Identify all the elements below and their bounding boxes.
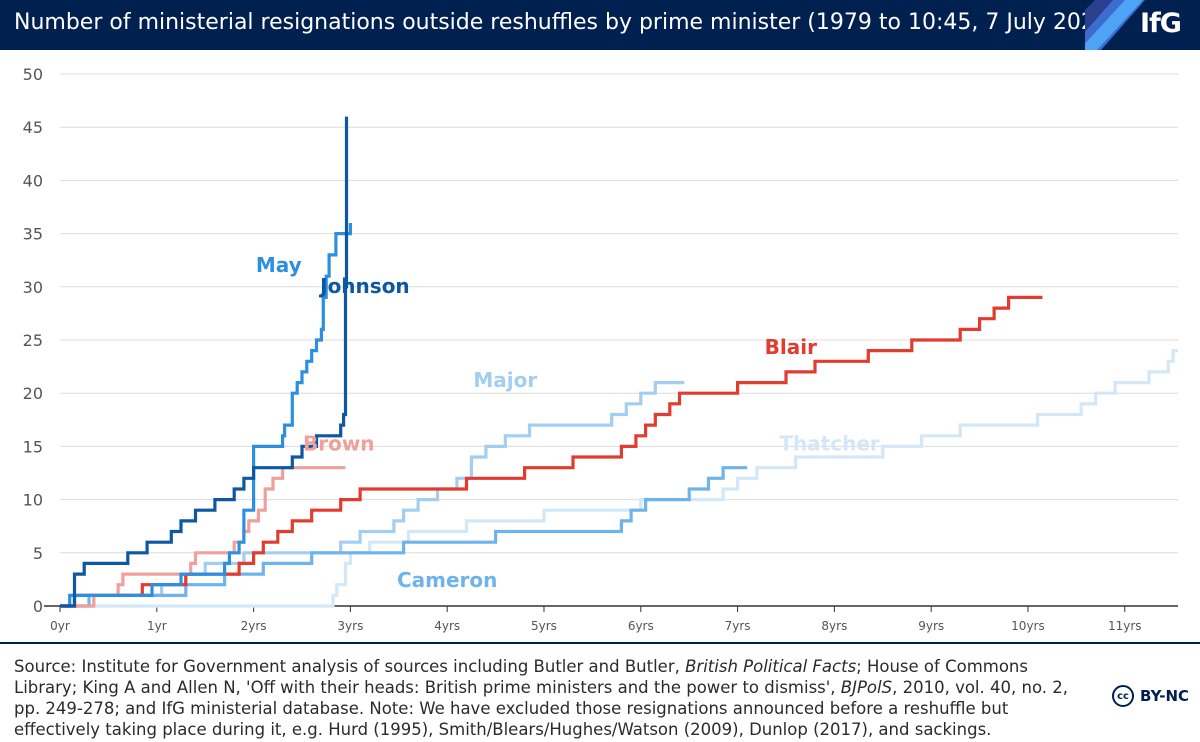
ifg-logo: IfG — [1140, 8, 1182, 39]
source-journal: BJPolS — [840, 678, 893, 697]
license-badge: cc BY-NC — [1112, 684, 1189, 708]
cc-icon: cc — [1112, 685, 1134, 707]
x-tick-label: 9yrs — [918, 619, 944, 633]
y-tick-label: 15 — [23, 437, 43, 456]
x-tick-label: 5yrs — [531, 619, 557, 633]
y-tick-label: 20 — [23, 384, 43, 403]
y-tick-label: 10 — [23, 491, 43, 510]
source-prefix: Source: Institute for Government analysi… — [14, 657, 686, 676]
y-tick-label: 35 — [23, 225, 43, 244]
x-tick-label: 11yrs — [1108, 619, 1142, 633]
series-line-may — [60, 223, 352, 608]
y-tick-label: 30 — [23, 278, 43, 297]
series-line-blair — [60, 295, 1043, 608]
y-tick-label: 5 — [33, 544, 43, 563]
series-line-johnson — [60, 116, 349, 608]
source-book-title: British Political Facts — [685, 657, 857, 676]
brand-stripe — [1085, 0, 1200, 50]
x-tick-label: 10yrs — [1011, 619, 1045, 633]
source-rest: , 2010, vol. 40, no. 2, pp. 249-278; and… — [14, 678, 1068, 739]
grid-lines — [60, 73, 1178, 554]
y-tick-label: 0 — [33, 597, 43, 616]
source-mid: ; House of Commons Library; King A and A… — [14, 657, 1028, 697]
x-tick-label: 2yrs — [241, 619, 267, 633]
series-label-blair: Blair — [765, 335, 817, 359]
series-label-brown: Brown — [303, 432, 375, 456]
series-label-cameron: Cameron — [397, 568, 497, 592]
source-note: Source: Institute for Government analysi… — [14, 656, 1094, 740]
footer: Source: Institute for Government analysi… — [0, 642, 1200, 742]
x-tick-label: 0yr — [50, 619, 70, 633]
y-tick-label: 25 — [23, 331, 43, 350]
chart-area: 0 5 10 15 20 25 30 35 40 45 50 0yr 1yr 2yrs 3yrs 4yrs 5y… — [23, 65, 1178, 633]
header-bar: Number of ministerial resignations outsi… — [0, 0, 1200, 50]
x-tick-label: 4yrs — [434, 619, 460, 633]
x-tick-label: 3yrs — [337, 619, 363, 633]
x-tick-label: 1yr — [147, 619, 167, 633]
license-label: BY-NC — [1140, 687, 1190, 705]
y-tick-label: 50 — [23, 65, 43, 84]
y-tick-label: 45 — [23, 118, 43, 137]
y-tick-label: 40 — [23, 171, 43, 190]
axes: 0 5 10 15 20 25 30 35 40 45 50 0yr 1yr 2yrs 3yrs 4yrs 5y… — [23, 65, 1178, 633]
series-line-thatcher — [60, 349, 1178, 608]
chart-title: Number of ministerial resignations outsi… — [14, 10, 1118, 35]
series-label-major: Major — [473, 368, 537, 392]
series-lines — [60, 116, 1178, 608]
series-labels: Thatcher Major Cameron Brown Blair May Johnson — [256, 253, 880, 592]
series-label-thatcher: Thatcher — [779, 432, 880, 456]
series-label-may: May — [256, 253, 302, 277]
series-label-johnson: Johnson — [318, 274, 410, 298]
x-tick-label: 8yrs — [821, 619, 847, 633]
series-line-major — [60, 381, 685, 608]
x-tick-label: 6yrs — [628, 619, 654, 633]
x-tick-label: 7yrs — [725, 619, 751, 633]
